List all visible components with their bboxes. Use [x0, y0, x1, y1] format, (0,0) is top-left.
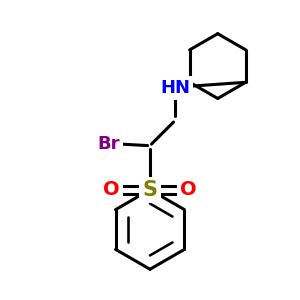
Text: S: S [142, 180, 158, 200]
Text: HN: HN [160, 79, 190, 97]
Text: O: O [103, 180, 120, 199]
Text: O: O [180, 180, 196, 199]
Text: Br: Br [98, 135, 120, 153]
